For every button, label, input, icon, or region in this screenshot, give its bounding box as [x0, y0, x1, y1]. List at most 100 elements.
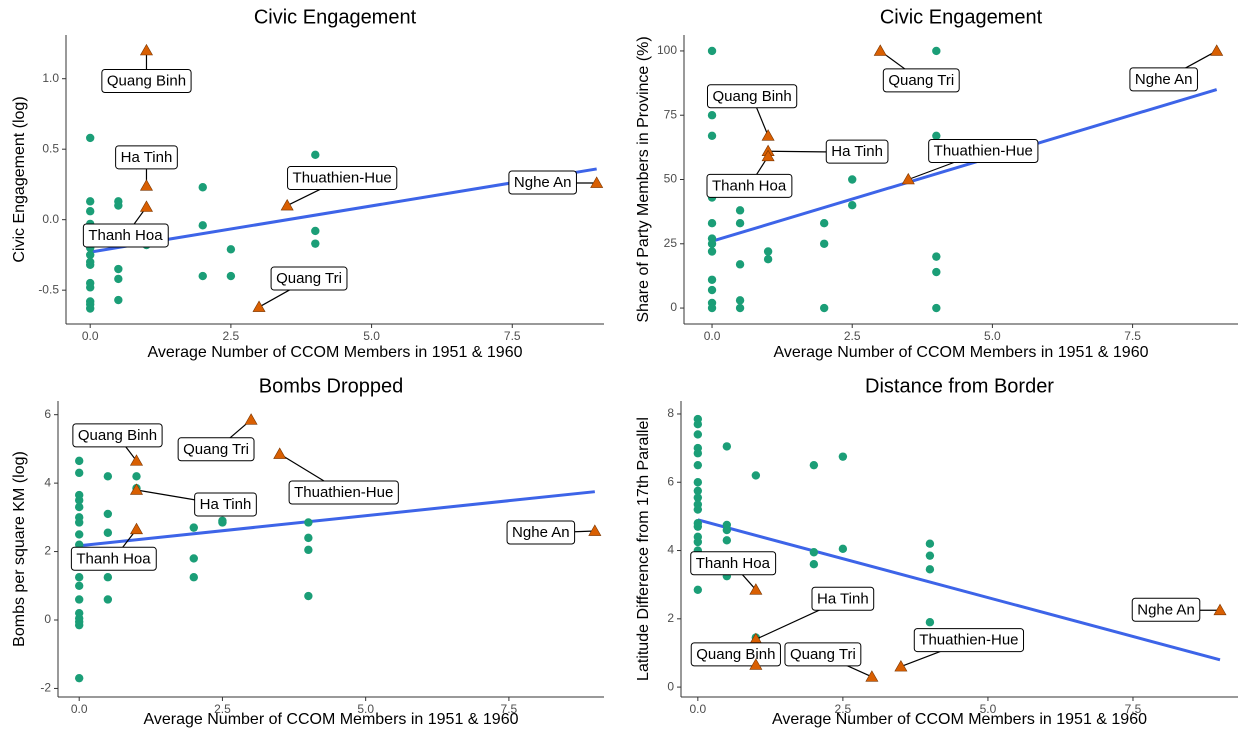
- y-axis-label: Latitude Difference from 17th Parallel: [635, 417, 652, 681]
- point-label: Nghe An: [1129, 67, 1198, 92]
- point-label: Nghe An: [1131, 597, 1201, 622]
- point: [304, 591, 313, 601]
- label-text: Quang Binh: [78, 427, 157, 444]
- label-text: Quang Tri: [183, 441, 249, 458]
- point: [74, 573, 84, 582]
- highlight-point: [865, 670, 879, 682]
- point: [693, 430, 703, 439]
- point: [707, 239, 717, 248]
- label-box: [784, 642, 862, 667]
- highlight-point: [273, 447, 287, 459]
- y-tick-label: 0.0: [42, 212, 59, 226]
- point: [722, 536, 732, 545]
- highlight-point: [139, 43, 153, 56]
- highlight-point: [129, 522, 144, 535]
- point-label: Ha Tinh: [825, 139, 889, 164]
- x-tick-label: 2.5: [214, 702, 231, 716]
- point: [838, 452, 848, 461]
- label-text: Thanh Hoa: [76, 550, 151, 567]
- point: [763, 255, 773, 264]
- point: [693, 420, 703, 429]
- highlight-point: [1210, 44, 1224, 56]
- point: [819, 239, 829, 248]
- point: [85, 250, 95, 260]
- label-box: [825, 139, 889, 164]
- y-tick-label: 8: [667, 406, 674, 420]
- point-label: Quang Tri: [784, 642, 862, 667]
- point: [189, 573, 198, 582]
- label-box: [101, 68, 192, 93]
- point: [226, 271, 236, 281]
- highlight-point: [139, 200, 153, 212]
- point: [311, 226, 320, 236]
- point-label: Thanh Hoa: [690, 551, 777, 576]
- point: [74, 518, 84, 527]
- label-box: [1129, 67, 1198, 92]
- point: [925, 539, 935, 548]
- x-tick-label: 2.5: [223, 329, 240, 343]
- point: [103, 573, 113, 582]
- y-tick-label: 100: [657, 43, 677, 57]
- highlight-point: [749, 658, 763, 670]
- point: [74, 620, 84, 630]
- point-label: Thuathien-Hue: [287, 166, 398, 191]
- label-text: Quang Tri: [276, 270, 342, 287]
- point: [735, 206, 745, 215]
- y-tick-label: -2: [40, 681, 51, 695]
- point: [932, 267, 941, 277]
- point: [85, 207, 95, 216]
- point: [74, 581, 84, 590]
- point: [103, 509, 113, 519]
- label-text: Thuathien-Hue: [293, 170, 392, 187]
- label-box: [72, 423, 163, 448]
- y-tick-label: 0: [667, 679, 674, 693]
- label-box: [177, 437, 255, 462]
- point: [693, 478, 703, 487]
- label-text: Quang Binh: [107, 72, 186, 89]
- highlight-point: [1213, 603, 1227, 616]
- point: [819, 219, 829, 228]
- point: [74, 456, 84, 466]
- label-box: [928, 138, 1039, 163]
- label-text: Nghe An: [1135, 71, 1193, 88]
- y-axis-label: Bombs per square KM (log): [11, 451, 28, 647]
- label-text: Thanh Hoa: [88, 227, 163, 244]
- point: [925, 618, 935, 627]
- highlight-point: [129, 454, 144, 466]
- point: [707, 303, 717, 313]
- point: [198, 271, 207, 281]
- label-box: [690, 642, 781, 667]
- point: [85, 197, 95, 206]
- point: [809, 460, 819, 470]
- x-tick-label: 5.0: [357, 702, 374, 716]
- point-label: Quang Binh: [101, 68, 192, 93]
- x-axis-label: Average Number of CCOM Members in 1951 &…: [148, 344, 523, 361]
- label-box: [288, 480, 399, 505]
- point: [693, 585, 703, 594]
- point: [103, 472, 113, 481]
- highlight-point: [901, 172, 915, 185]
- point: [707, 131, 717, 140]
- label-text: Quang Binh: [696, 646, 775, 663]
- point: [693, 537, 703, 547]
- point-label: Ha Tinh: [115, 145, 178, 170]
- highlight-point: [749, 583, 763, 595]
- fit-line: [711, 88, 1218, 243]
- point: [693, 493, 703, 502]
- point: [925, 565, 935, 574]
- label-box: [70, 546, 157, 571]
- x-tick-label: 0.0: [704, 329, 721, 343]
- point: [693, 522, 703, 531]
- x-tick-label: 2.5: [835, 702, 852, 716]
- point: [85, 133, 95, 143]
- label-box: [287, 166, 398, 191]
- point: [103, 595, 113, 604]
- y-axis-label: Share of Party Members in Province (%): [635, 36, 652, 322]
- label-box: [270, 266, 348, 291]
- label-box: [882, 68, 960, 93]
- y-tick-label: 0: [670, 300, 677, 314]
- label-text: Quang Tri: [888, 72, 954, 89]
- point: [722, 442, 732, 451]
- y-tick-label: 50: [664, 172, 678, 186]
- highlight-point: [280, 198, 294, 211]
